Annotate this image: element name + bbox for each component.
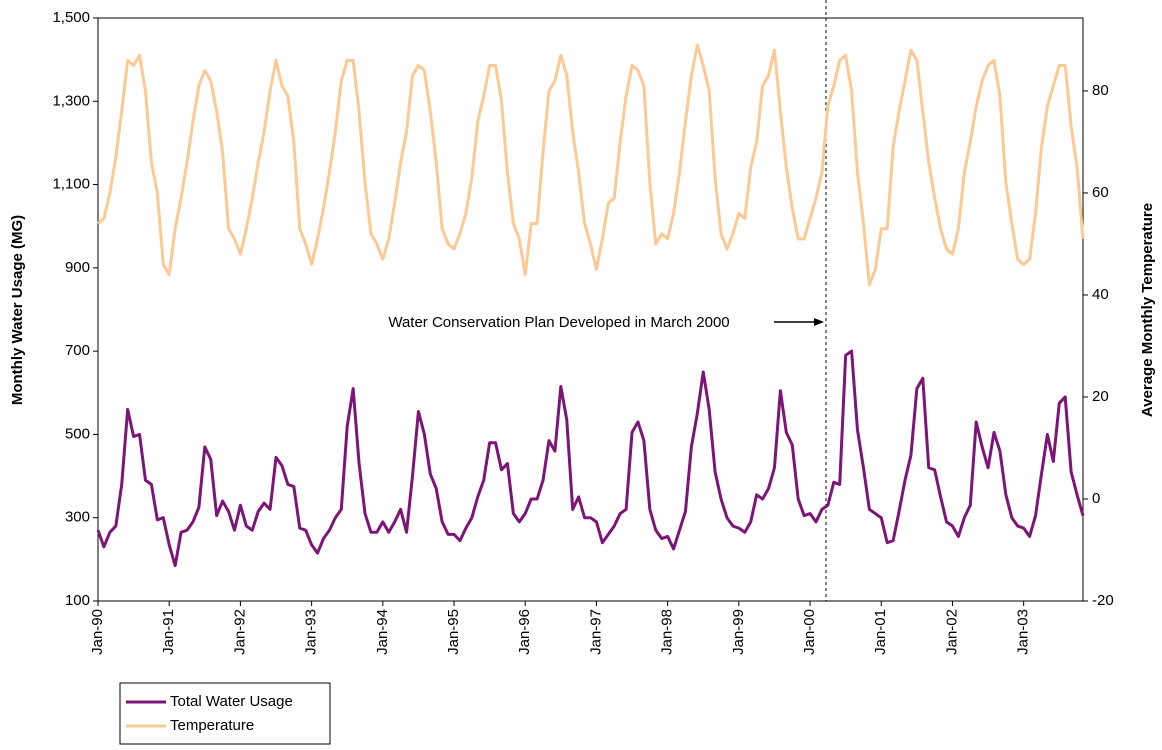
x-tick-label: Jan-92 — [231, 609, 248, 655]
x-tick-label: Jan-96 — [516, 609, 533, 655]
legend-label: Total Water Usage — [170, 693, 293, 710]
y2-tick-label: 60 — [1092, 184, 1109, 201]
series-line — [96, 349, 1085, 568]
x-tick-label: Jan-95 — [445, 609, 462, 655]
x-tick-label: Jan-99 — [730, 609, 747, 655]
x-tick-label: Jan-01 — [872, 609, 889, 655]
y2-tick-label: 0 — [1092, 490, 1100, 507]
x-tick-label: Jan-97 — [587, 609, 604, 655]
y-tick-label: 900 — [65, 259, 90, 276]
y2-axis-label: Average Monthly Temperature — [1139, 203, 1156, 417]
y2-tick-label: 20 — [1092, 388, 1109, 405]
y-tick-label: 300 — [65, 509, 90, 526]
y-tick-label: 1,500 — [52, 9, 90, 26]
y-tick-label: 1,300 — [52, 92, 90, 109]
y-tick-label: 700 — [65, 342, 90, 359]
y2-tick-label: 80 — [1092, 82, 1109, 99]
x-tick-label: Jan-91 — [160, 609, 177, 655]
x-tick-label: Jan-03 — [1015, 609, 1032, 655]
series-line — [97, 43, 1085, 287]
annotation-arrowhead — [814, 318, 824, 326]
y-tick-label: 1,100 — [52, 176, 90, 193]
y-tick-label: 500 — [65, 425, 90, 442]
x-tick-label: Jan-00 — [801, 609, 818, 655]
x-tick-label: Jan-90 — [89, 609, 106, 655]
plot-frame — [97, 17, 1084, 602]
x-tick-label: Jan-93 — [303, 609, 320, 655]
legend-label: Temperature — [170, 717, 254, 734]
x-tick-label: Jan-02 — [943, 609, 960, 655]
y-axis-label: Monthly Water Usage (MG) — [9, 215, 26, 405]
legend — [119, 682, 331, 745]
y2-tick-label: -20 — [1092, 592, 1114, 609]
x-tick-label: Jan-94 — [374, 609, 391, 655]
y-tick-label: 100 — [65, 592, 90, 609]
x-tick-label: Jan-98 — [659, 609, 676, 655]
y2-tick-label: 40 — [1092, 286, 1109, 303]
annotation: Water Conservation Plan Developed in Mar… — [388, 314, 729, 331]
